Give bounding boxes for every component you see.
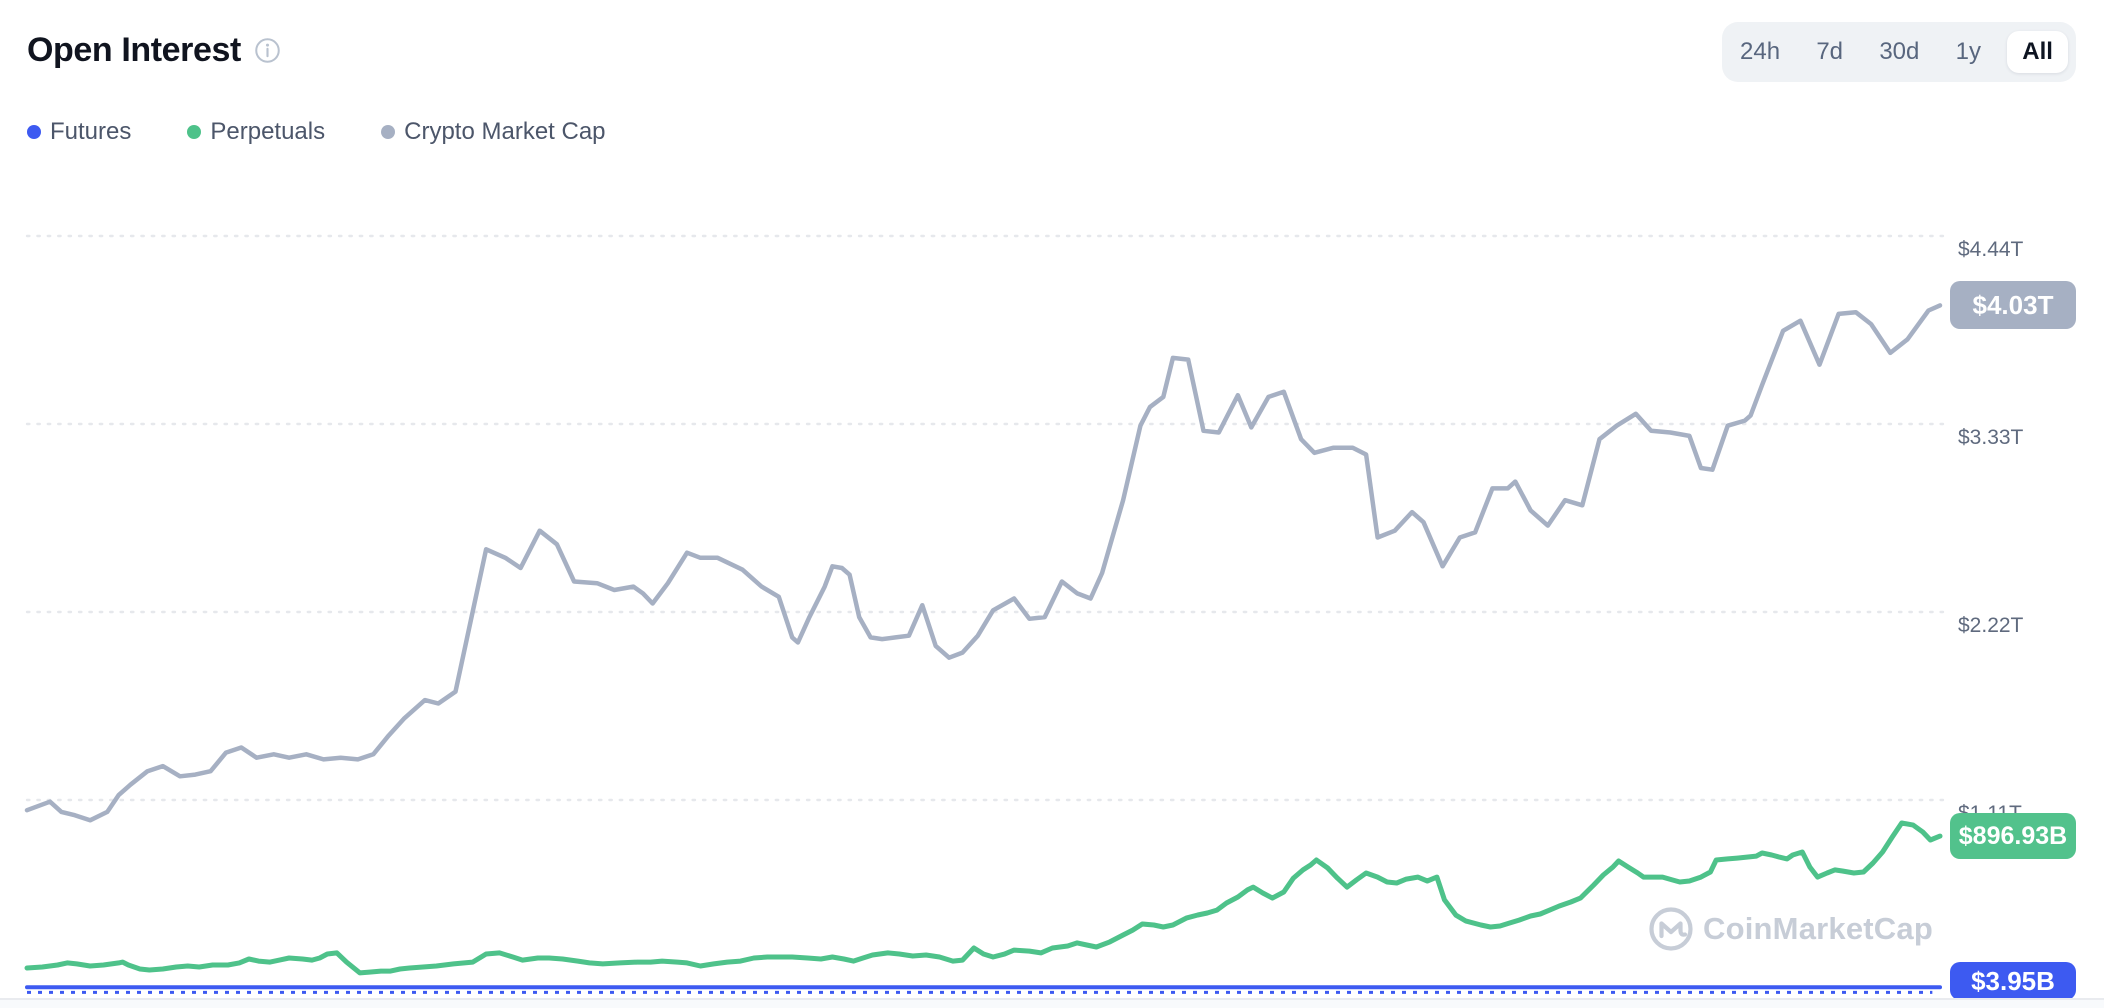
range-button-30d[interactable]: 30d: [1869, 32, 1929, 72]
y-tick-label: $3.33T: [1958, 426, 2024, 449]
legend-dot-market-cap-icon: [381, 125, 396, 139]
chart-legend: Futures Perpetuals Crypto Market Cap: [27, 117, 606, 147]
card-bottom-divider: [0, 998, 2104, 1008]
time-range-selector: 24h 7d 30d 1y All: [1722, 22, 2076, 82]
legend-label-market-cap: Crypto Market Cap: [404, 118, 606, 145]
legend-label-futures: Futures: [50, 118, 132, 145]
range-button-7d[interactable]: 7d: [1806, 32, 1853, 72]
value-badge-perpetuals: $896.93B: [1950, 813, 2076, 859]
series-line-perpetuals: [24, 820, 1943, 976]
value-badge-crypto-market-cap: $4.03T: [1950, 281, 2076, 329]
page-title: Open Interest: [27, 31, 241, 69]
y-tick-label: $2.22T: [1958, 614, 2024, 637]
y-tick-label: $4.44T: [1958, 238, 2024, 261]
value-badge-futures: $3.95B: [1950, 962, 2076, 1000]
legend-item-futures[interactable]: Futures: [27, 118, 131, 146]
legend-item-market-cap[interactable]: Crypto Market Cap: [381, 118, 606, 146]
range-button-1y[interactable]: 1y: [1946, 32, 1991, 72]
range-button-all[interactable]: All: [2007, 31, 2068, 73]
series-line-crypto-market-cap: [24, 303, 1943, 823]
header: Open Interest: [27, 30, 281, 70]
legend-dot-futures-icon: [27, 125, 41, 139]
legend-item-perpetuals[interactable]: Perpetuals: [187, 118, 325, 146]
legend-dot-perpetuals-icon: [187, 125, 202, 139]
info-icon[interactable]: [254, 37, 281, 64]
legend-label-perpetuals: Perpetuals: [210, 118, 326, 145]
range-button-24h[interactable]: 24h: [1730, 32, 1790, 72]
